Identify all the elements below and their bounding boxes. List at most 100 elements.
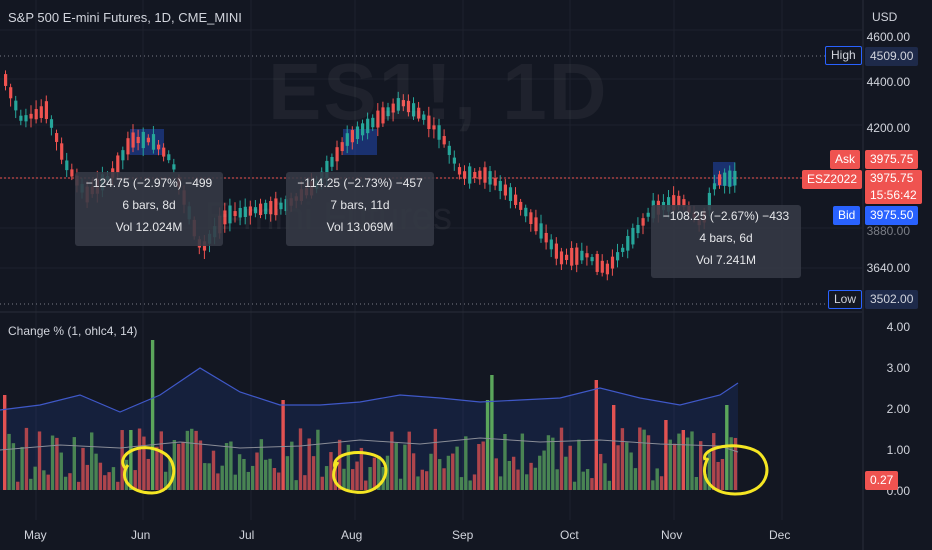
histogram-bar	[372, 457, 377, 490]
symbol-watermark: ES1!, 1D	[268, 47, 609, 136]
histogram-bar	[342, 468, 346, 490]
candle-body	[406, 100, 411, 113]
measurement-change: −108.25 (−2.67%) −433	[662, 209, 790, 223]
histogram-bar	[520, 433, 525, 490]
histogram-bar	[220, 465, 224, 490]
histogram-bar	[194, 430, 198, 490]
candle-body	[457, 167, 462, 175]
candle-body	[39, 106, 43, 118]
histogram-bar	[185, 430, 190, 490]
histogram-bar	[63, 476, 68, 490]
candle-body	[223, 210, 227, 225]
candle-body	[503, 184, 507, 196]
candle-body	[524, 207, 528, 217]
candle-body	[631, 227, 635, 245]
histogram-bar	[216, 473, 220, 490]
candle-body	[519, 201, 523, 210]
histogram-bar	[572, 481, 577, 490]
candle-body	[412, 103, 416, 117]
histogram-bar	[111, 467, 116, 490]
histogram-bar	[298, 428, 303, 490]
measurement-bars: 7 bars, 11d	[330, 198, 390, 212]
histogram-bar	[533, 467, 538, 490]
candle-body	[330, 157, 334, 167]
candle-body	[361, 123, 365, 136]
histogram-bar	[416, 476, 420, 490]
currency-label[interactable]: USD	[872, 10, 898, 24]
histogram-bar	[585, 469, 590, 490]
change-percent-histogram[interactable]	[3, 340, 738, 490]
low-value: 3502.00	[865, 290, 919, 309]
price-tick: 4200.00	[866, 121, 910, 135]
histogram-bar	[407, 431, 411, 490]
candle-body	[14, 100, 18, 111]
price-tick: 4600.00	[866, 30, 910, 44]
chart-title[interactable]: S&P 500 E-mini Futures, 1D, CME_MINI	[8, 10, 242, 25]
histogram-bar	[716, 461, 720, 490]
measurement-tooltip-1[interactable]: −124.75 (−2.97%) −499 6 bars, 8d Vol 12.…	[75, 172, 223, 246]
candle-body	[600, 260, 604, 273]
histogram-bar	[163, 471, 168, 490]
candle-body	[610, 256, 615, 269]
histogram-bar	[690, 431, 694, 490]
histogram-bar	[464, 436, 468, 490]
histogram-bar	[198, 440, 203, 490]
time-label: Jul	[239, 528, 255, 542]
histogram-bar	[481, 441, 485, 490]
candle-body	[570, 247, 574, 266]
candle-body	[376, 110, 380, 128]
candle-body	[29, 113, 33, 119]
histogram-bar	[625, 442, 629, 490]
histogram-bar	[142, 436, 146, 490]
candle-body	[396, 98, 400, 111]
candle-body	[427, 115, 431, 129]
histogram-bar	[133, 470, 137, 490]
histogram-bar	[699, 441, 703, 490]
candle-body	[447, 145, 451, 155]
histogram-bar	[294, 480, 298, 490]
candle-body	[4, 74, 8, 86]
candle-body	[366, 118, 370, 134]
histogram-bar	[677, 433, 681, 490]
candle-body	[529, 212, 533, 225]
volatility-band-line	[0, 367, 739, 413]
candle-body	[350, 130, 354, 143]
histogram-bar	[494, 458, 498, 490]
histogram-bar	[733, 437, 738, 490]
histogram-bar	[451, 453, 455, 490]
histogram-bar	[233, 474, 237, 490]
candle-body	[325, 160, 329, 179]
histogram-bar	[242, 458, 246, 490]
histogram-bar	[638, 427, 642, 490]
histogram-bar	[664, 420, 668, 490]
measurement-bars: 4 bars, 6d	[699, 231, 753, 245]
candle-body	[437, 125, 441, 140]
candle-body	[514, 194, 518, 205]
candle-body	[55, 133, 59, 142]
candle-body	[626, 236, 630, 251]
ask-label: Ask	[830, 150, 861, 169]
candle-body	[488, 171, 492, 185]
histogram-bar	[246, 471, 250, 490]
measurement-tooltip-3[interactable]: −108.25 (−2.67%) −433 4 bars, 6d Vol 7.2…	[651, 205, 801, 278]
histogram-bar	[316, 429, 320, 490]
candle-body	[19, 115, 23, 121]
histogram-bar	[559, 427, 564, 490]
measurement-volume: Vol 7.241M	[695, 253, 757, 267]
bid-value: 3975.50	[865, 206, 919, 225]
histogram-bar	[59, 452, 63, 490]
hand-drawn-annotations	[121, 444, 769, 496]
histogram-bar	[37, 431, 42, 490]
candle-body	[595, 253, 599, 272]
time-label: Sep	[452, 528, 474, 542]
histogram-bar	[529, 462, 533, 490]
indicator-legend[interactable]: Change % (1, ohlc4, 14)	[8, 324, 138, 338]
histogram-bar	[46, 474, 50, 490]
candle-body	[667, 197, 671, 212]
candle-body	[539, 223, 543, 239]
histogram-bar	[577, 439, 581, 490]
histogram-bar	[555, 469, 559, 490]
histogram-bar	[229, 441, 233, 490]
measurement-tooltip-2[interactable]: −114.25 (−2.73%) −457 7 bars, 11d Vol 13…	[286, 172, 434, 246]
histogram-bar	[581, 471, 585, 490]
